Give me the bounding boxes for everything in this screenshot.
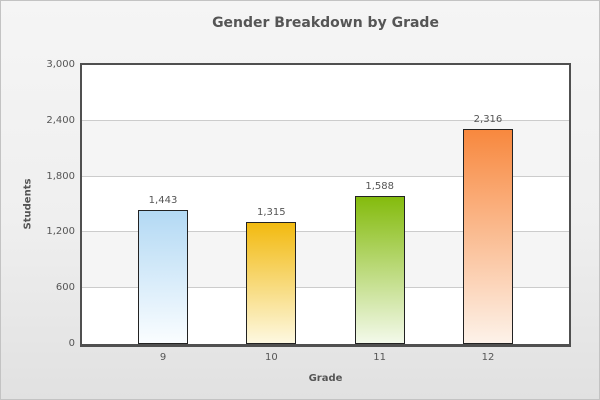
chart-title: Gender Breakdown by Grade xyxy=(212,15,439,31)
bar-grade-9[interactable] xyxy=(138,210,188,344)
bar-value-label: 1,588 xyxy=(365,181,394,192)
y-tick-label: 2,400 xyxy=(46,115,75,126)
y-tick-label: 1,200 xyxy=(46,226,75,237)
y-tick-label: 3,000 xyxy=(46,59,75,70)
gridline xyxy=(82,120,569,121)
plot-area: 1,443 1,315 1,588 2,316 xyxy=(80,63,571,347)
gridline xyxy=(82,176,569,177)
y-tick-label: 1,800 xyxy=(46,171,75,182)
bar-value-label: 1,315 xyxy=(257,207,286,218)
bar-value-label: 2,316 xyxy=(473,114,503,125)
gridline xyxy=(82,231,569,232)
bar-group: 1,588 xyxy=(354,181,405,344)
y-tick-label: 600 xyxy=(55,282,75,293)
bar-grade-10[interactable] xyxy=(246,222,297,344)
bar-value-label: 1,443 xyxy=(148,195,178,206)
x-tick-label: 12 xyxy=(481,352,495,363)
x-tick-label: 9 xyxy=(159,352,167,363)
gridline xyxy=(82,287,569,288)
y-axis-title: Students xyxy=(22,178,34,230)
x-axis-title: Grade xyxy=(308,373,343,384)
grid-band xyxy=(82,65,569,121)
bar-group: 1,443 xyxy=(138,195,188,344)
x-tick-label: 10 xyxy=(264,352,278,363)
bars-container: 1,443 1,315 1,588 2,316 xyxy=(82,65,569,344)
y-tick-label: 0 xyxy=(68,338,75,349)
x-tick-label: 11 xyxy=(373,352,387,363)
x-axis-tick-labels: 9 10 11 12 xyxy=(80,352,571,364)
bar-grade-11[interactable] xyxy=(354,196,405,344)
bar-group: 1,315 xyxy=(246,207,297,344)
bar-group: 2,316 xyxy=(462,114,513,344)
bar-grade-12[interactable] xyxy=(462,129,513,344)
